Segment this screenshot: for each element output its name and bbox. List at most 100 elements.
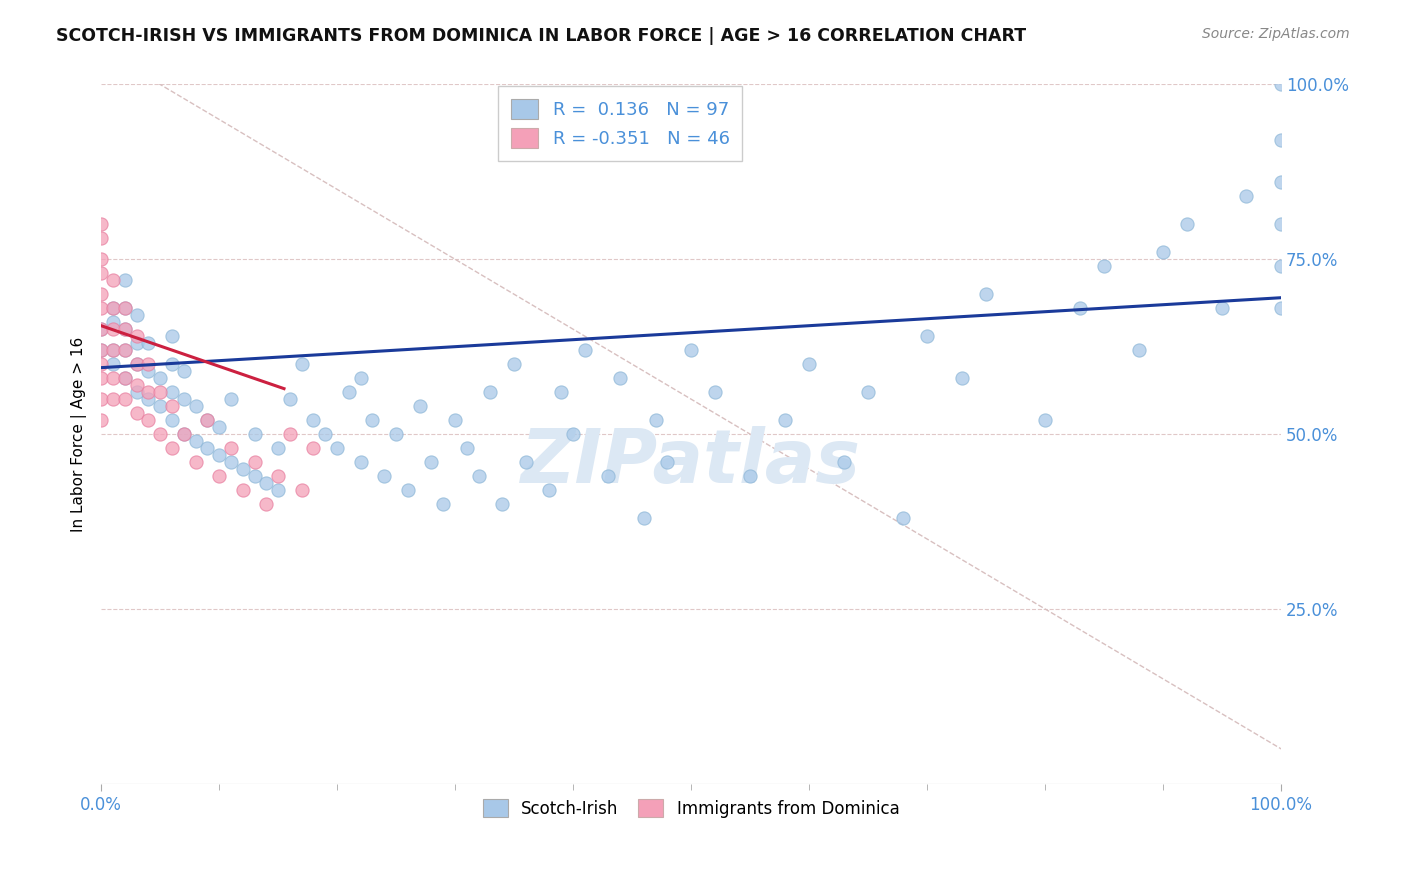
Point [396,483,419,497]
Point [90,301,112,316]
Text: Source: ZipAtlas.com: Source: ZipAtlas.com [1202,27,1350,41]
Point [278,427,301,442]
Point [114,322,136,336]
Point [219,455,242,469]
Point [326,441,349,455]
Point [101,357,124,371]
Point [408,399,430,413]
Point [834,455,856,469]
Point [184,455,207,469]
Point [479,385,502,400]
Point [101,301,124,316]
Point [195,413,218,427]
Point [125,406,148,420]
Point [1033,413,1056,427]
Point [350,371,373,385]
Point [950,371,973,385]
Point [657,455,679,469]
Point [350,455,373,469]
Point [267,469,290,483]
Point [136,336,159,351]
Point [101,343,124,358]
Point [136,392,159,406]
Point [90,287,112,301]
Point [373,469,395,483]
Text: SCOTCH-IRISH VS IMMIGRANTS FROM DOMINICA IN LABOR FORCE | AGE > 16 CORRELATION C: SCOTCH-IRISH VS IMMIGRANTS FROM DOMINICA… [56,27,1026,45]
Point [432,497,454,511]
Point [574,343,596,358]
Point [1270,78,1292,92]
Point [420,455,443,469]
Point [90,252,112,267]
Point [90,357,112,371]
Point [125,378,148,392]
Point [90,343,112,358]
Point [136,364,159,378]
Point [1234,189,1257,203]
Point [114,301,136,316]
Point [160,399,183,413]
Point [125,357,148,371]
Point [101,301,124,316]
Point [633,511,655,525]
Point [208,420,231,434]
Point [101,322,124,336]
Point [173,364,195,378]
Point [444,413,467,427]
Legend: Scotch-Irish, Immigrants from Dominica: Scotch-Irish, Immigrants from Dominica [477,792,905,824]
Point [114,371,136,385]
Point [90,322,112,336]
Point [136,385,159,400]
Point [90,217,112,231]
Point [160,329,183,343]
Point [1211,301,1233,316]
Point [136,413,159,427]
Text: ZIPatlas: ZIPatlas [522,425,860,499]
Point [1270,217,1292,231]
Point [893,511,915,525]
Point [302,413,325,427]
Point [598,469,620,483]
Point [114,343,136,358]
Point [114,371,136,385]
Point [114,301,136,316]
Point [173,427,195,442]
Point [291,357,314,371]
Point [361,413,384,427]
Point [1092,259,1115,273]
Point [101,392,124,406]
Point [219,392,242,406]
Point [90,231,112,245]
Point [149,427,172,442]
Point [149,385,172,400]
Point [149,399,172,413]
Point [456,441,478,455]
Point [679,343,702,358]
Point [160,385,183,400]
Point [1270,175,1292,189]
Point [1175,217,1198,231]
Point [609,371,631,385]
Point [90,371,112,385]
Point [114,343,136,358]
Point [160,357,183,371]
Point [915,329,938,343]
Point [243,455,266,469]
Point [195,441,218,455]
Point [291,483,314,497]
Point [267,483,290,497]
Point [149,371,172,385]
Point [114,322,136,336]
Point [136,357,159,371]
Point [503,357,526,371]
Point [1128,343,1150,358]
Point [160,413,183,427]
Point [1152,245,1174,260]
Point [797,357,820,371]
Point [90,392,112,406]
Point [219,441,242,455]
Point [1270,301,1292,316]
Point [90,343,112,358]
Point [644,413,666,427]
Point [302,441,325,455]
